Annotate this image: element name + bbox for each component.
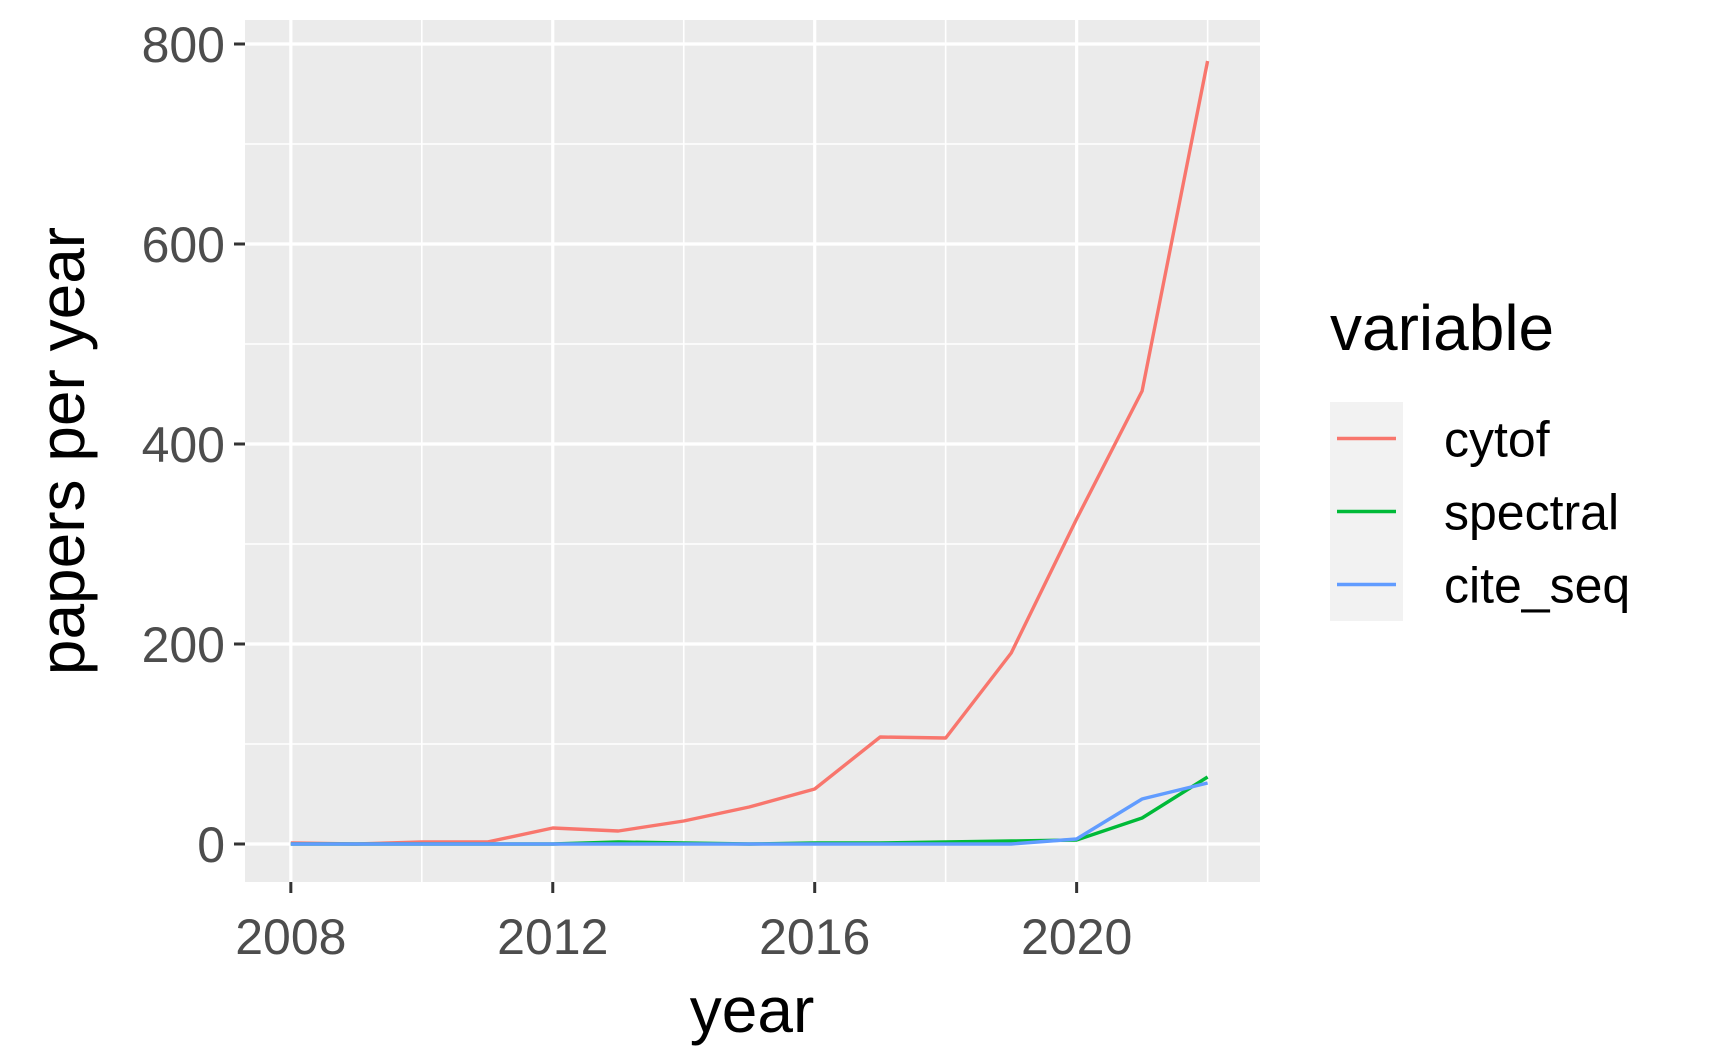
legend-label-spectral: spectral [1444, 485, 1619, 541]
y-tick-label: 200 [142, 617, 225, 673]
legend-label-cite_seq: cite_seq [1444, 558, 1630, 614]
series-lines [290, 60, 1210, 846]
x-tick-label: 2012 [497, 909, 608, 965]
plot-panel [245, 20, 1260, 882]
legend: variable cytof spectral cite_seq [1330, 292, 1630, 621]
y-tick-label: 0 [197, 817, 225, 873]
y-axis-title: papers per year [26, 227, 98, 675]
legend-items: cytof spectral cite_seq [1330, 402, 1630, 621]
y-tick-label: 600 [142, 217, 225, 273]
series-line-cite_seq [290, 781, 1209, 846]
x-tick-label: 2016 [759, 909, 870, 965]
legend-label-cytof: cytof [1444, 412, 1550, 468]
y-tick-labels: 0 200 400 600 800 [142, 17, 225, 873]
series-line-cytof [290, 60, 1210, 846]
y-tick-label: 400 [142, 417, 225, 473]
minor-gridlines [245, 20, 1260, 882]
x-axis-title: year [690, 974, 815, 1046]
legend-title: variable [1330, 292, 1554, 364]
x-tick-label: 2020 [1021, 909, 1132, 965]
y-tick-label: 800 [142, 17, 225, 73]
x-tick-label: 2008 [235, 909, 346, 965]
axis-ticks [234, 42, 1079, 893]
x-tick-labels: 2008 2012 2016 2020 [235, 909, 1132, 965]
